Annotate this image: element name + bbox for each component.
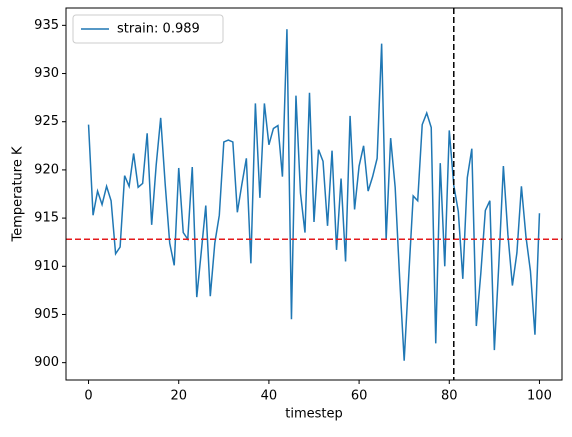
- x-tick-label: 40: [261, 389, 278, 404]
- x-tick-label: 20: [170, 389, 187, 404]
- legend-label: strain: 0.989: [117, 22, 200, 37]
- data-line: [87, 29, 541, 361]
- y-tick-label: 935: [34, 18, 59, 33]
- legend-box: [72, 14, 224, 44]
- y-axis-label: Temperature K: [11, 146, 26, 242]
- y-tick-label: 925: [34, 114, 59, 129]
- plot-frame: [65, 7, 563, 381]
- x-tick-label: 60: [351, 389, 368, 404]
- y-tick-label: 910: [34, 259, 59, 274]
- x-tick-label: 80: [441, 389, 458, 404]
- y-tick-label: 905: [34, 307, 59, 322]
- x-tick-label: 100: [527, 389, 552, 404]
- x-axis-label: timestep: [285, 407, 343, 422]
- y-tick-label: 915: [34, 211, 59, 226]
- y-tick-label: 900: [34, 355, 59, 370]
- y-tick-label: 930: [34, 66, 59, 81]
- x-tick-label: 0: [84, 389, 92, 404]
- y-tick-label: 920: [34, 162, 59, 177]
